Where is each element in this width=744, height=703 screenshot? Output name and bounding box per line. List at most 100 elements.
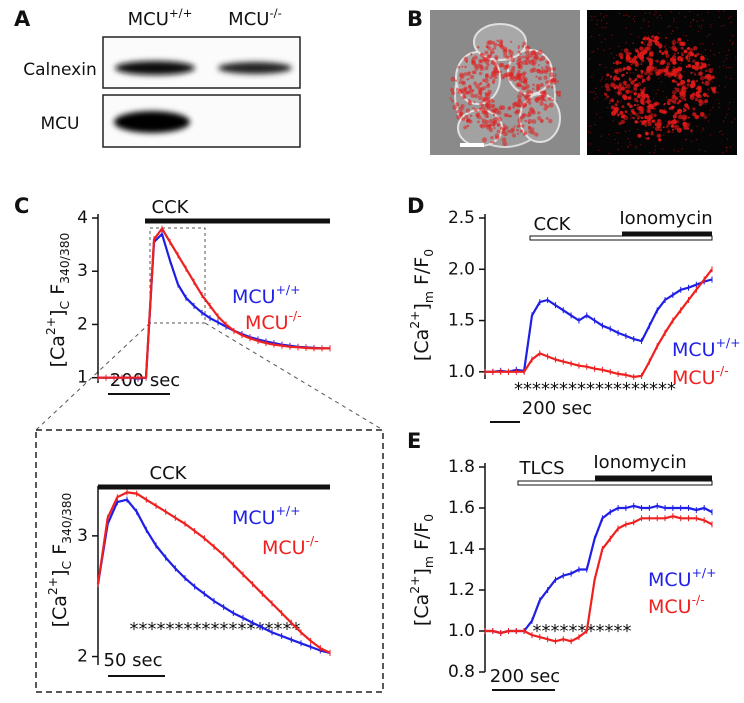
noise-dot <box>725 150 728 152</box>
noise-dot <box>591 76 593 78</box>
signal-dot <box>633 92 637 96</box>
noise-dot <box>672 29 674 32</box>
signal-dot <box>676 41 679 44</box>
signal-dot <box>478 91 483 96</box>
noise-dot <box>594 16 596 18</box>
noise-dot <box>640 49 643 52</box>
label-sup: 2+ <box>408 576 422 594</box>
signal-dot <box>634 112 639 117</box>
y-tick-label: 0.8 <box>448 662 475 682</box>
signal-dot <box>627 96 632 100</box>
treatment-bar <box>98 484 330 490</box>
noise-dot <box>607 133 610 136</box>
noise-dot <box>720 25 723 28</box>
noise-dot <box>608 100 611 102</box>
noise-dot <box>601 78 603 81</box>
signal-dot <box>510 57 515 63</box>
noise-dot <box>617 100 620 102</box>
noise-dot <box>683 71 686 73</box>
signal-dot <box>706 94 710 98</box>
signal-dot <box>605 95 610 99</box>
signal-dot <box>458 113 463 118</box>
signal-dot <box>662 126 665 129</box>
signal-dot <box>621 115 625 119</box>
noise-dot <box>629 144 632 146</box>
noise-dot <box>735 56 737 59</box>
noise-dot <box>698 148 701 151</box>
signal-dot <box>465 108 471 113</box>
noise-dot <box>596 23 598 25</box>
signal-dot <box>610 82 615 88</box>
signal-dot <box>637 117 640 120</box>
treatment-bar <box>529 235 713 241</box>
data-line <box>485 278 713 373</box>
label-text: MCU <box>672 367 716 389</box>
noise-dot <box>704 150 707 152</box>
noise-dot <box>636 128 639 130</box>
noise-dot <box>683 42 686 44</box>
signal-dot <box>653 107 656 110</box>
signal-dot <box>644 115 648 120</box>
noise-dot <box>629 95 632 97</box>
signal-dot <box>622 67 626 71</box>
signal-dot <box>680 46 684 50</box>
noise-dot <box>696 87 699 90</box>
signal-dot <box>702 63 707 68</box>
signal-dot <box>672 69 677 74</box>
treatment-bar <box>145 218 330 224</box>
signal-dot <box>542 90 547 95</box>
noise-dot <box>644 12 647 14</box>
noise-dot <box>660 17 662 20</box>
signal-dot <box>636 100 639 103</box>
label-sub: C <box>58 301 72 310</box>
signal-dot <box>488 127 494 133</box>
signal-dot <box>693 46 698 51</box>
noise-dot <box>629 69 632 72</box>
noise-dot <box>655 93 657 95</box>
signal-dot <box>455 102 460 107</box>
noise-dot <box>693 108 696 111</box>
signal-dot <box>698 71 703 76</box>
signal-dot <box>459 78 462 82</box>
signal-dot <box>517 118 523 123</box>
signal-dot <box>558 90 562 94</box>
signal-dot <box>545 84 550 89</box>
signal-dot <box>532 51 535 54</box>
signal-dot <box>471 70 476 74</box>
signal-dot <box>528 126 532 131</box>
signal-dot <box>623 82 626 84</box>
label-sup: +/+ <box>716 336 741 350</box>
signal-dot <box>652 126 655 129</box>
noise-dot <box>630 116 633 118</box>
signal-dot <box>521 105 525 109</box>
noise-dot <box>662 134 665 136</box>
signal-dot <box>494 116 499 121</box>
noise-dot <box>659 45 662 48</box>
signal-dot <box>516 58 522 64</box>
label-sub: 0 <box>422 514 436 522</box>
signal-dot <box>505 71 511 77</box>
signal-dot <box>641 93 647 99</box>
noise-dot <box>682 113 684 116</box>
signal-dot <box>618 52 624 58</box>
signal-dot <box>689 94 695 100</box>
noise-dot <box>617 132 620 134</box>
noise-dot <box>673 39 676 41</box>
noise-dot <box>646 119 648 121</box>
noise-dot <box>612 109 614 112</box>
noise-dot <box>707 11 709 14</box>
noise-dot <box>687 83 689 85</box>
signal-dot <box>465 90 470 95</box>
signal-dot <box>636 94 641 99</box>
noise-dot <box>709 113 711 116</box>
signal-dot <box>463 56 469 62</box>
noise-dot <box>729 146 732 148</box>
signal-dot <box>626 65 631 71</box>
significance-stars: ******************* <box>130 619 301 640</box>
signal-dot <box>491 122 496 127</box>
noise-dot <box>617 148 620 151</box>
noise-dot <box>606 22 608 24</box>
noise-dot <box>729 101 731 104</box>
signal-dot <box>544 99 547 102</box>
